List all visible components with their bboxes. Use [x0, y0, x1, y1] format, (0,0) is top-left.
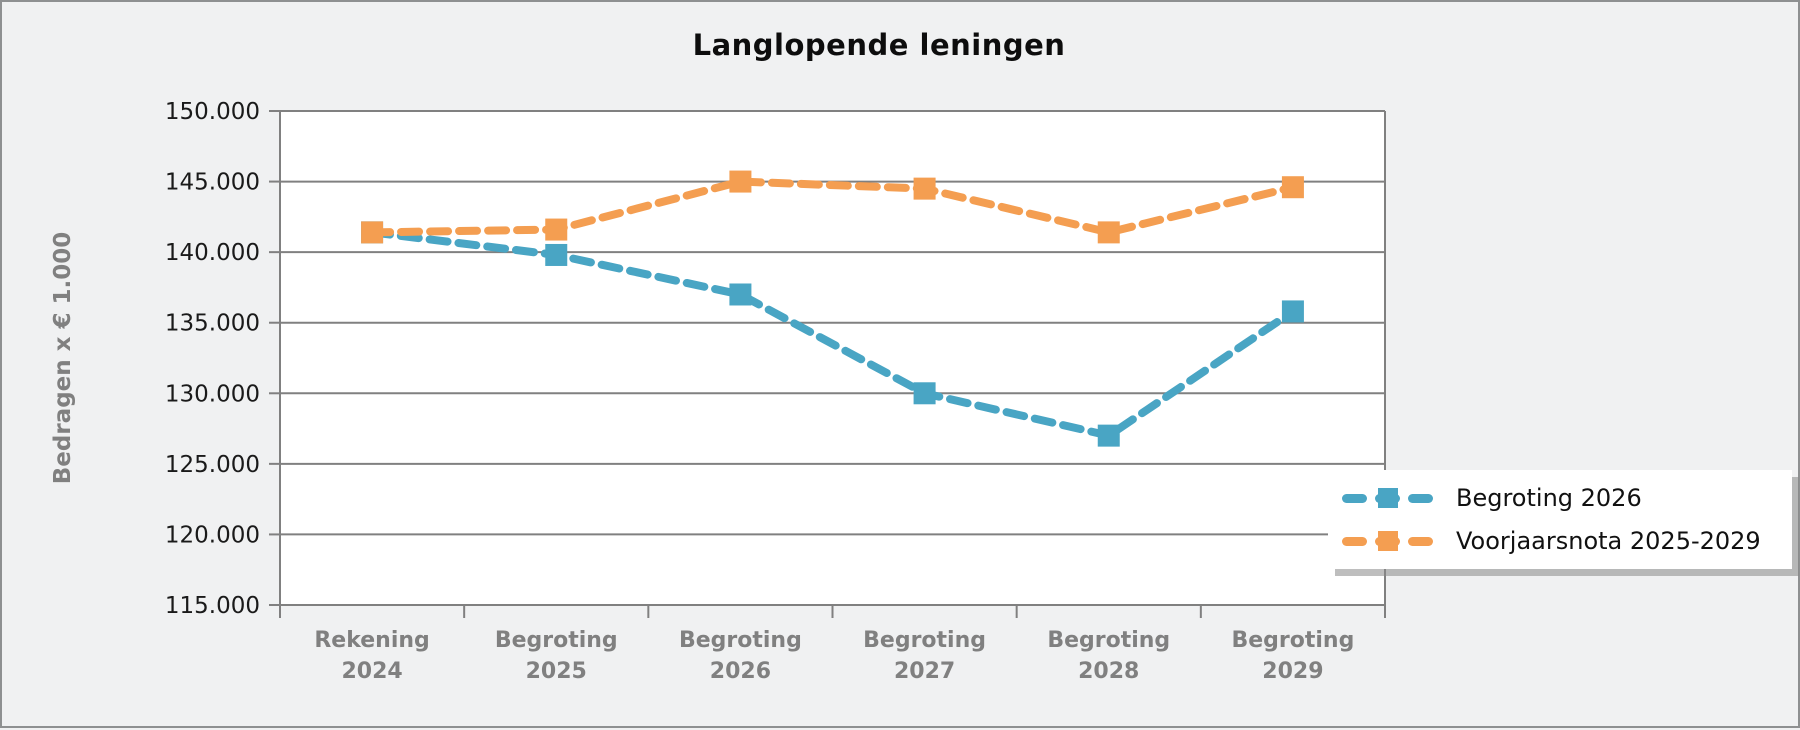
y-tick-label: 135.000 [165, 311, 260, 337]
legend-label: Voorjaarsnota 2025-2029 [1456, 527, 1761, 556]
legend-dash-icon [1342, 493, 1367, 503]
data-point-marker [1097, 221, 1120, 244]
data-point-marker [729, 170, 752, 193]
legend-line-sample-icon [1342, 486, 1434, 510]
data-point-marker [545, 218, 568, 241]
x-category-label: Begroting 2028 [1047, 628, 1170, 684]
data-point-marker [545, 243, 568, 266]
legend-line-sample-icon [1342, 529, 1434, 553]
y-tick-label: 125.000 [165, 452, 260, 478]
x-category-label: Rekening 2024 [314, 628, 429, 684]
series-line-begroting-2026 [368, 228, 1297, 440]
data-point-marker [729, 283, 752, 306]
data-point-marker [1097, 424, 1120, 447]
data-point-marker [361, 221, 384, 244]
legend-item: Begroting 2026 [1342, 484, 1792, 512]
y-axis-title: Bedragen x € 1.000 [50, 232, 76, 485]
plot-area [280, 111, 1385, 605]
legend-marker-icon [1378, 487, 1398, 508]
chart-title: Langlopende leningen [692, 28, 1066, 62]
y-tick-label: 130.000 [165, 381, 260, 407]
legend-item: Voorjaarsnota 2025-2029 [1342, 527, 1792, 555]
y-tick-label: 140.000 [165, 240, 260, 266]
y-tick-label: 145.000 [165, 170, 260, 196]
legend-dash-icon [1408, 493, 1433, 503]
x-category-label: Begroting 2025 [495, 628, 618, 684]
data-point-marker [1281, 176, 1304, 199]
chart-legend: Begroting 2026 Voorjaarsnota 2025-2029 [1328, 470, 1792, 569]
y-tick-label: 150.000 [165, 99, 260, 125]
y-tick-label: 115.000 [165, 593, 260, 619]
legend-dash-icon [1342, 537, 1367, 547]
x-category-label: Begroting 2027 [863, 628, 986, 684]
legend-label: Begroting 2026 [1456, 483, 1642, 512]
x-category-label: Begroting 2026 [679, 628, 802, 684]
series-line-voorjaarsnota-2025-2029 [368, 177, 1297, 237]
legend-marker-icon [1378, 531, 1398, 552]
data-point-marker [913, 177, 936, 200]
y-tick-label: 120.000 [165, 522, 260, 548]
data-point-marker [1281, 300, 1304, 323]
x-category-label: Begroting 2029 [1231, 628, 1354, 684]
data-point-marker [913, 382, 936, 405]
legend-dash-icon [1408, 537, 1433, 547]
